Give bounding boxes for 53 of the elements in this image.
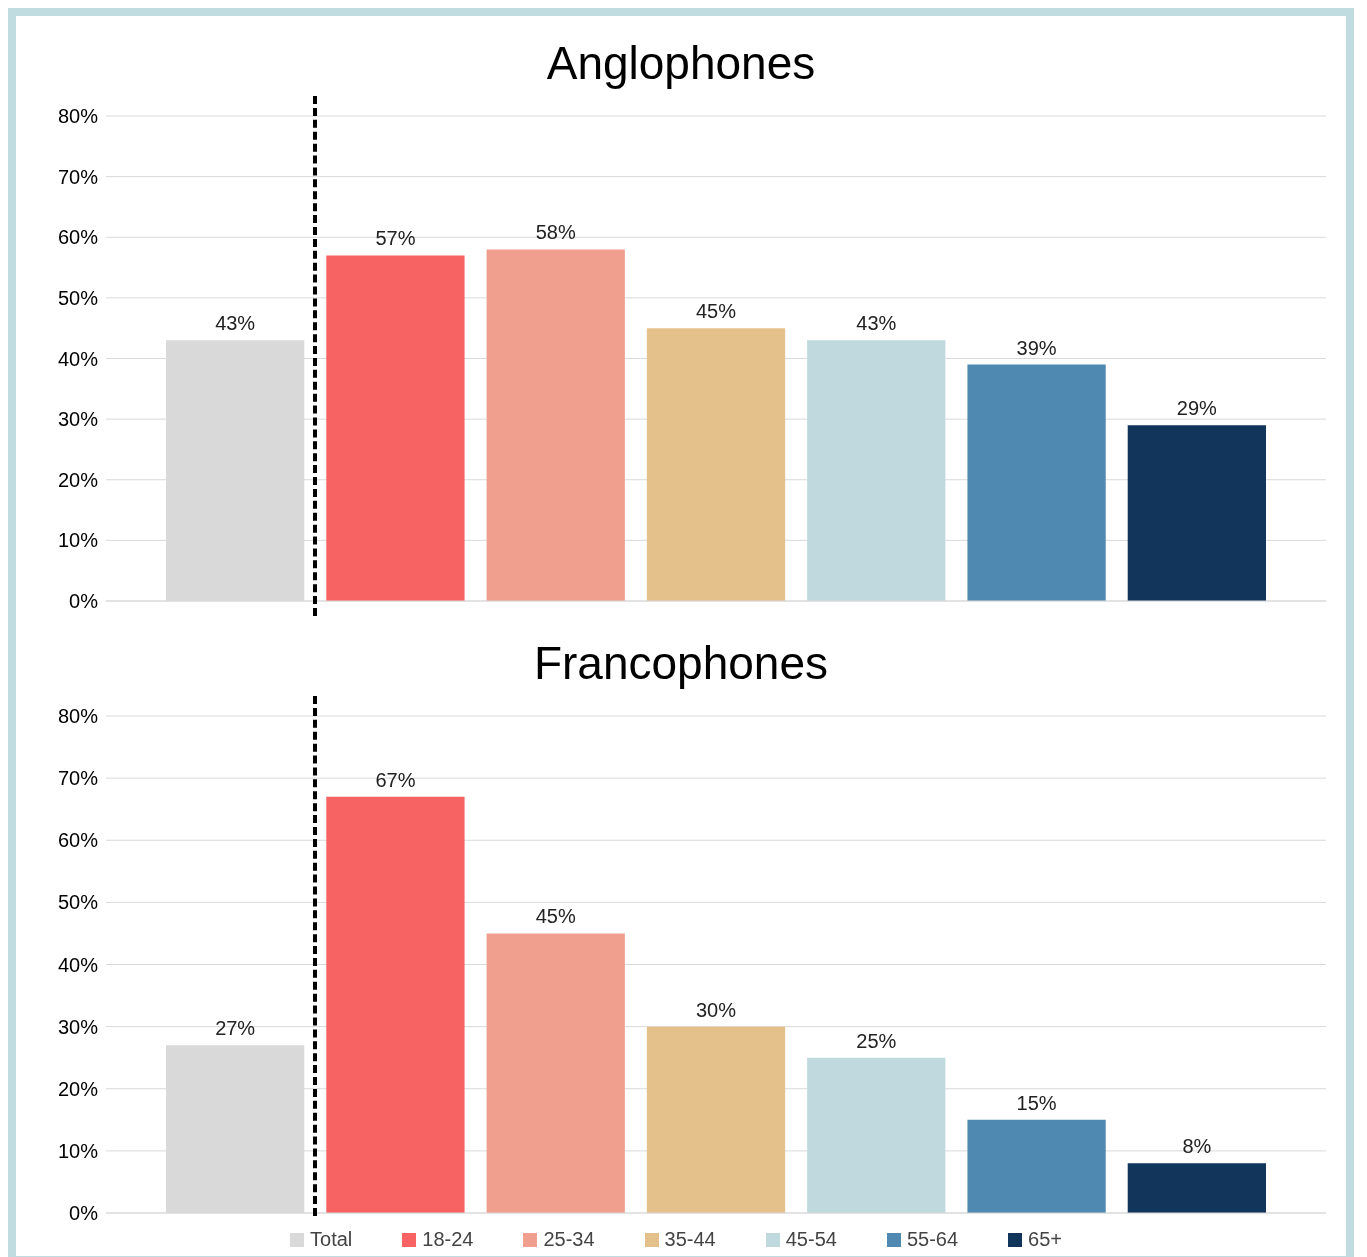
chart-title: Anglophones	[545, 36, 817, 91]
bar	[1127, 425, 1266, 601]
bar	[967, 1119, 1106, 1213]
y-tick-label: 0%	[69, 1202, 99, 1225]
y-tick-label: 40%	[57, 347, 99, 370]
data-label: 58%	[535, 221, 576, 244]
data-label: 43%	[856, 312, 897, 335]
y-tick-label: 60%	[57, 829, 99, 852]
y-tick-label: 10%	[57, 1139, 99, 1162]
data-label: 45%	[695, 300, 737, 323]
legend-label: 35-44	[664, 1228, 716, 1251]
y-tick-label: 20%	[57, 468, 99, 491]
bar	[807, 1057, 946, 1213]
legend-label: 45-54	[785, 1228, 837, 1251]
data-label: 8%	[1182, 1135, 1212, 1158]
legend-label: 18-24	[422, 1228, 474, 1251]
y-tick-label: 20%	[57, 1077, 99, 1100]
y-tick-label: 30%	[57, 408, 99, 431]
y-tick-label: 40%	[57, 953, 99, 976]
data-label: 39%	[1016, 336, 1057, 359]
bar	[967, 364, 1106, 601]
y-tick-label: 10%	[57, 529, 99, 552]
data-label: 25%	[856, 1029, 897, 1052]
bar	[807, 340, 946, 601]
y-tick-label: 50%	[57, 286, 99, 309]
data-label: 45%	[535, 905, 576, 928]
y-tick-label: 0%	[69, 590, 99, 613]
y-tick-label: 30%	[57, 1015, 99, 1038]
bar	[486, 933, 625, 1213]
bar	[326, 796, 465, 1213]
data-label: 67%	[375, 768, 416, 791]
chart-title: Francophones	[532, 636, 830, 691]
data-label: 57%	[375, 227, 416, 250]
data-label: 30%	[695, 998, 737, 1021]
bar	[326, 255, 465, 601]
legend-label: 65+	[1028, 1228, 1062, 1251]
legend-label: 55-64	[906, 1228, 959, 1251]
legend-label: Total	[310, 1228, 353, 1251]
legend-label: 25-34	[543, 1228, 595, 1251]
data-label: 27%	[215, 1017, 256, 1040]
bar	[1127, 1163, 1266, 1213]
y-tick-label: 70%	[57, 767, 99, 790]
y-tick-label: 80%	[57, 105, 99, 128]
bar	[486, 249, 625, 601]
bar	[646, 1026, 786, 1213]
y-tick-label: 70%	[57, 165, 99, 188]
y-tick-label: 60%	[57, 226, 99, 249]
y-tick-label: 50%	[57, 891, 99, 914]
data-label: 43%	[215, 312, 256, 335]
bar	[646, 328, 786, 601]
data-label: 29%	[1176, 397, 1218, 420]
data-label: 15%	[1016, 1091, 1057, 1114]
y-tick-label: 80%	[57, 705, 99, 728]
